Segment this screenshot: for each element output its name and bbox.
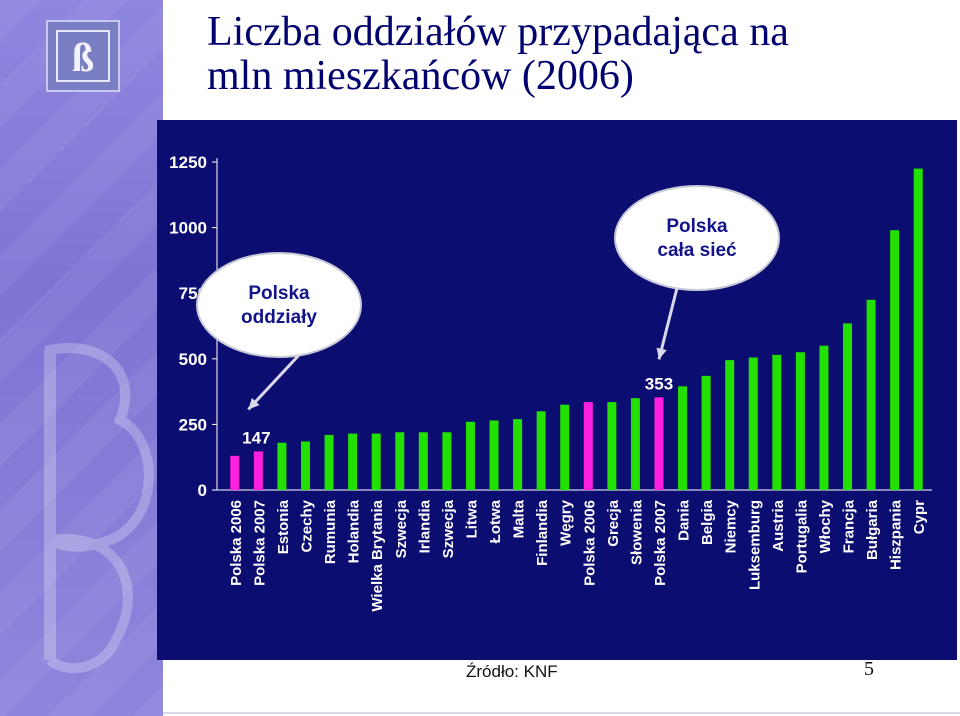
x-category-label: Szwecja [440, 499, 457, 558]
bar [560, 404, 570, 490]
x-category-label: Słowenia [628, 499, 645, 565]
page-number: 5 [864, 658, 874, 680]
x-category-label: Irlandia [416, 499, 433, 553]
bar [678, 386, 688, 490]
x-category-label: Wielka Brytania [369, 499, 386, 611]
bar [866, 299, 876, 490]
x-category-label: Belgia [699, 499, 716, 545]
x-category-label: Estonia [275, 499, 292, 554]
bar [513, 419, 523, 490]
data-label: 353 [645, 374, 673, 393]
x-category-label: Węgry [558, 499, 575, 546]
bar [654, 397, 664, 490]
decorative-sidebar [0, 0, 163, 716]
y-tick-label: 1000 [169, 219, 207, 238]
bar [701, 375, 711, 490]
bar [890, 230, 900, 490]
bar [607, 402, 617, 490]
x-category-label: Hiszpania [888, 499, 905, 570]
x-category-label: Portugalia [793, 499, 810, 573]
callout-text: cała sieć [657, 240, 737, 261]
y-tick-label: 0 [198, 481, 207, 500]
bar [348, 433, 358, 490]
x-category-label: Rumunia [322, 499, 339, 564]
x-category-label: Łotwa [487, 499, 504, 543]
bank-logo: ß [46, 20, 120, 92]
title-line-2: mln mieszkańców (2006) [207, 53, 634, 99]
callout-balloon [196, 252, 362, 358]
bar [230, 455, 240, 490]
bar [300, 441, 310, 490]
callout-arrowhead [248, 397, 260, 410]
x-category-label: Czechy [298, 499, 315, 552]
y-tick-label: 250 [179, 415, 207, 434]
logo-frame: ß [56, 30, 110, 82]
x-category-label: Grecja [605, 499, 622, 546]
data-label: 147 [242, 428, 270, 447]
x-category-label: Włochy [817, 499, 834, 553]
bar [630, 398, 640, 490]
bar [819, 345, 829, 490]
bar [583, 402, 593, 490]
callout-arrow [657, 287, 679, 360]
bar [324, 434, 334, 490]
x-category-label: Bułgaria [864, 499, 881, 560]
callout-balloon [614, 185, 780, 291]
bar [253, 451, 263, 490]
callout-text: Polska [248, 283, 310, 304]
x-category-label: Polska 2006 [228, 500, 245, 586]
slide-title: Liczba oddziałów przypadająca na mln mie… [207, 10, 947, 98]
x-category-label: Szwecja [393, 499, 410, 558]
footer-divider [163, 712, 960, 714]
watermark-logo-icon [44, 343, 154, 674]
callout-text: Polska [666, 216, 728, 237]
bar [843, 323, 853, 490]
bar [725, 360, 735, 490]
y-tick-label: 500 [179, 350, 207, 369]
bar [442, 432, 452, 490]
x-category-label: Finlandia [534, 499, 551, 565]
x-category-label: Malta [511, 499, 528, 538]
chart-panel: 0 250 500 750 1000 1250 Polska 2006 Polska 2007… [157, 120, 957, 660]
x-category-label: Polska 2006 [581, 500, 598, 586]
x-category-label: Austria [770, 499, 787, 551]
bar [536, 411, 546, 490]
x-category-label: Niemcy [723, 499, 740, 553]
bar [913, 168, 923, 490]
bar [395, 432, 405, 490]
bar [418, 432, 428, 490]
x-category-label: Polska 2007 [251, 500, 268, 586]
x-category-label: Holandia [346, 499, 363, 563]
title-line-1: Liczba oddziałów przypadająca na [207, 9, 789, 55]
bar [465, 421, 475, 490]
bar [371, 433, 381, 490]
bar [795, 352, 805, 490]
bar [748, 357, 758, 490]
x-category-label: Cypr [911, 500, 928, 534]
callout-arrowhead [656, 347, 667, 360]
callout-text: oddziały [241, 307, 317, 328]
y-tick-label: 1250 [169, 153, 207, 172]
logo-letter: ß [71, 35, 95, 80]
x-category-label: Francja [841, 499, 858, 553]
x-category-label: Polska 2007 [652, 500, 669, 586]
x-category-label: Luksemburg [746, 500, 763, 590]
x-category-label: Litwa [463, 499, 480, 538]
bar [489, 420, 499, 490]
bar [277, 442, 287, 490]
bar [772, 354, 782, 490]
source-note: Źródło: KNF [466, 662, 558, 681]
callout-arrow [247, 353, 301, 411]
x-category-label: Dania [676, 499, 693, 541]
